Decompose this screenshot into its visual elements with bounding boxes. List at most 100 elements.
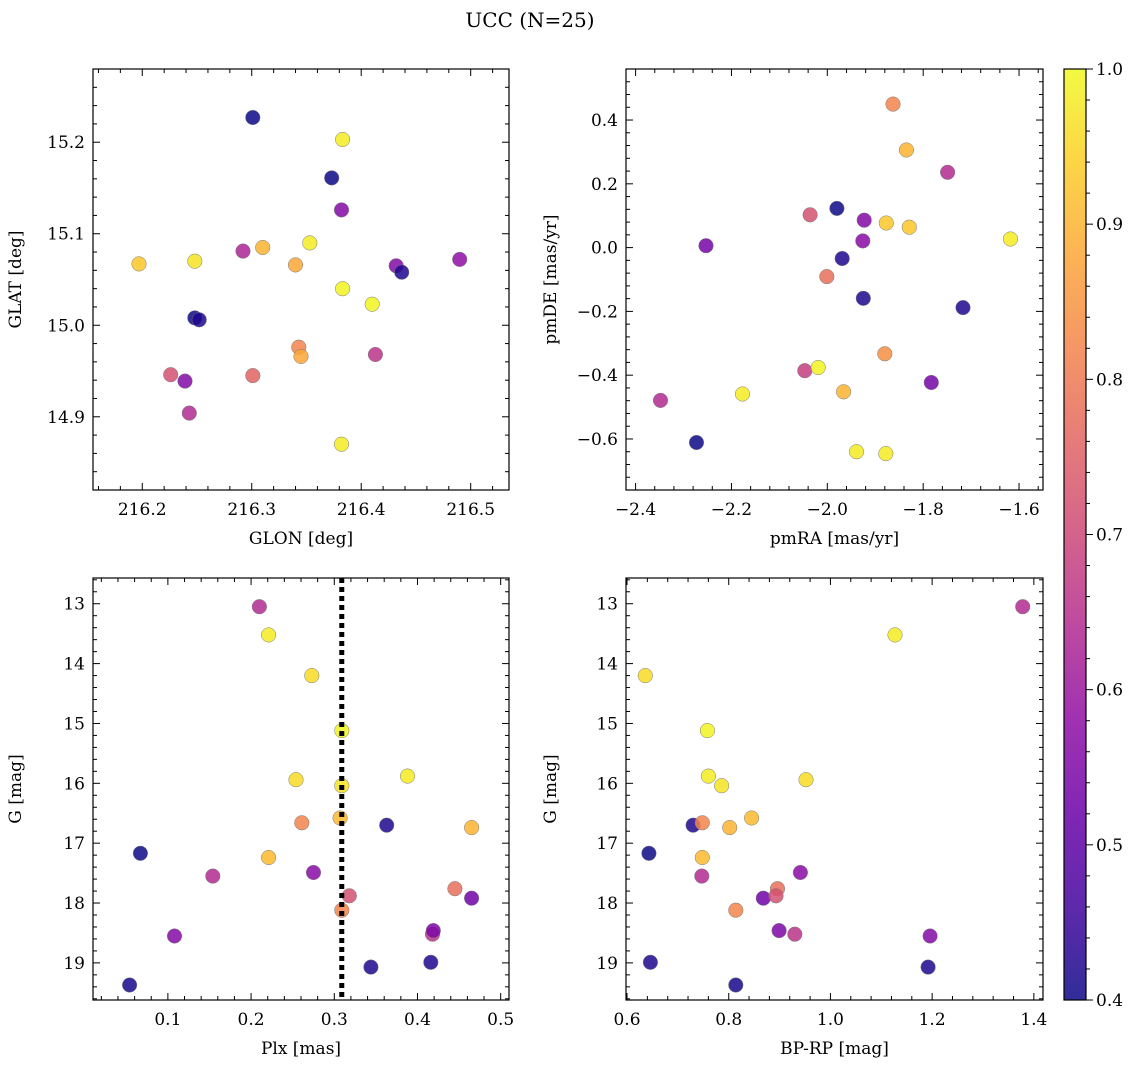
- x-tick-label: 216.2: [118, 500, 167, 520]
- y-tick-label: 14: [63, 655, 85, 675]
- data-point: [877, 346, 893, 362]
- x-tick-label: 0.3: [321, 1010, 348, 1030]
- data-point: [734, 386, 751, 402]
- data-point: [1015, 599, 1031, 615]
- data-point: [923, 374, 939, 391]
- data-point: [694, 815, 710, 831]
- data-point: [333, 436, 350, 452]
- data-point: [688, 434, 705, 451]
- data-point: [700, 768, 716, 784]
- data-point: [1002, 231, 1018, 247]
- y-tick-label: 13: [63, 595, 85, 615]
- y-tick-label: 15: [596, 714, 618, 734]
- data-point: [177, 373, 193, 389]
- data-point: [798, 772, 814, 788]
- data-point: [694, 849, 710, 866]
- data-point: [293, 348, 309, 364]
- colorbar-tick-label: 0.5: [1096, 836, 1123, 856]
- axes-frame: [92, 577, 510, 1001]
- data-point: [452, 251, 468, 267]
- x-tick-label: 216.5: [446, 500, 495, 520]
- data-point: [744, 810, 760, 826]
- y-axis-label: G [mag]: [541, 754, 561, 823]
- data-point: [131, 256, 147, 272]
- data-point: [464, 890, 480, 906]
- data-point: [819, 269, 835, 285]
- data-point: [878, 446, 894, 462]
- data-point: [940, 164, 956, 180]
- y-tick-label: 15.0: [47, 316, 85, 336]
- data-point: [302, 235, 318, 251]
- panels: 216.2 216.3 216.4 216.5 14.9 15.0 15.1 15.2 GLON…: [6, 68, 1047, 1059]
- data-point: [235, 243, 251, 259]
- data-point: [425, 923, 441, 939]
- y-tick-label: 14: [596, 655, 618, 675]
- data-point: [955, 300, 971, 316]
- data-points: [652, 96, 1018, 462]
- x-axis-label: BP-RP [mag]: [780, 1039, 889, 1059]
- y-tick-label: −0.2: [577, 302, 618, 322]
- data-point: [166, 928, 183, 944]
- data-point: [885, 96, 901, 112]
- x-tick-label: −2.4: [615, 500, 656, 520]
- data-point: [694, 868, 710, 884]
- x-axis-label: pmRA [mas/yr]: [770, 529, 899, 549]
- colorbar-tick-label: 0.8: [1096, 370, 1123, 390]
- data-point: [261, 849, 277, 866]
- x-tick-label: 1.4: [1020, 1010, 1047, 1030]
- x-tick-label: 1.2: [919, 1010, 946, 1030]
- y-tick-label: 15: [63, 714, 85, 734]
- data-point: [848, 444, 865, 460]
- data-point: [335, 281, 351, 297]
- y-axis-label: GLAT [deg]: [6, 230, 26, 328]
- y-tick-label: 16: [63, 774, 85, 794]
- data-point: [920, 959, 936, 975]
- x-tick-label: 0.1: [154, 1010, 181, 1030]
- y-axis-label: G [mag]: [6, 754, 26, 823]
- data-point: [771, 923, 787, 939]
- data-point: [447, 881, 463, 897]
- y-tick-label: 0.4: [591, 111, 618, 131]
- colorbar-tick-label: 0.9: [1096, 215, 1123, 235]
- data-points: [131, 109, 468, 452]
- x-tick-label: −1.8: [903, 500, 944, 520]
- x-tick-label: 1.0: [817, 1010, 844, 1030]
- x-axis-label: GLON [deg]: [249, 529, 353, 549]
- x-tick-label: 216.4: [337, 500, 386, 520]
- y-tick-label: 13: [596, 595, 618, 615]
- data-point: [304, 668, 320, 684]
- y-tick-label: 18: [63, 894, 85, 914]
- data-point: [251, 599, 267, 615]
- data-point: [335, 131, 351, 148]
- y-tick-label: 16: [596, 774, 618, 794]
- data-point: [642, 954, 658, 970]
- axes-frame: [92, 68, 510, 491]
- data-points: [122, 599, 480, 993]
- data-point: [294, 815, 310, 831]
- data-point: [245, 368, 261, 384]
- axes-frame: [625, 577, 1044, 1001]
- data-point: [364, 296, 380, 312]
- y-tick-label: 19: [63, 954, 85, 974]
- scatter-panel-3: 0.1 0.2 0.3 0.4 0.5 13 14 15 16 17 18 19 Plx [mas] G …: [6, 577, 514, 1059]
- data-point: [255, 239, 271, 256]
- y-tick-label: 0.2: [591, 175, 618, 195]
- colorbar-tick-label: 1.0: [1096, 60, 1123, 80]
- y-tick-label: 15.1: [47, 225, 85, 245]
- y-tick-label: −0.6: [577, 430, 618, 450]
- data-point: [205, 868, 221, 884]
- y-axis-label: pmDE [mas/yr]: [541, 214, 561, 344]
- data-point: [829, 200, 845, 216]
- data-point: [898, 142, 914, 158]
- x-tick-label: 0.4: [404, 1010, 431, 1030]
- scatter-panel-1: 216.2 216.3 216.4 216.5 14.9 15.0 15.1 15.2 GLON…: [6, 68, 510, 549]
- scatter-panel-4: 0.6 0.8 1.0 1.2 1.4 13 14 15 16 17 18 19 BP-RP [mag]…: [541, 577, 1047, 1059]
- y-tick-label: 0.0: [591, 239, 618, 259]
- data-point: [722, 820, 738, 836]
- data-point: [878, 215, 894, 231]
- data-point: [191, 312, 207, 328]
- data-point: [834, 250, 850, 267]
- data-point: [768, 888, 784, 904]
